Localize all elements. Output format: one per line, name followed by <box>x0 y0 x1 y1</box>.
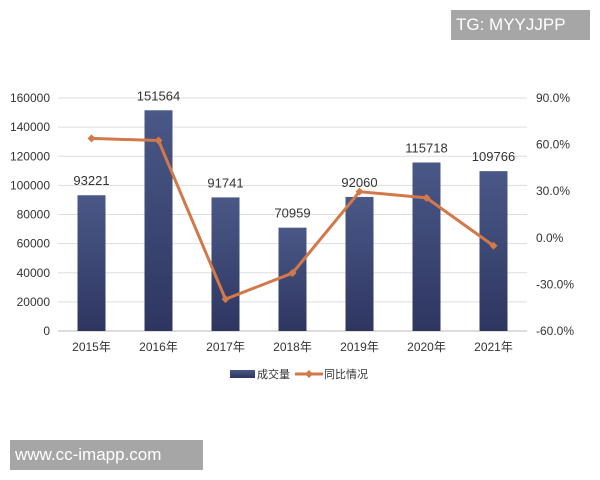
left-tick-label: 160000 <box>10 91 50 105</box>
left-tick-label: 40000 <box>17 266 51 280</box>
left-tick-label: 120000 <box>10 149 50 163</box>
watermark-top: TG: MYYJJPP <box>451 10 590 40</box>
right-tick-label: -30.0% <box>536 277 574 291</box>
bar-value-label: 115718 <box>405 140 447 155</box>
yoy-point <box>87 134 96 143</box>
left-tick-label: 60000 <box>17 237 51 251</box>
bar-value-label: 151564 <box>137 88 180 103</box>
bar <box>211 197 240 331</box>
right-tick-label: 0.0% <box>536 231 564 245</box>
legend-line-label: 同比情况 <box>324 368 368 381</box>
bar-value-label: 91741 <box>207 175 243 190</box>
category-label: 2021年 <box>474 340 513 354</box>
yoy-point <box>355 187 364 196</box>
left-tick-label: 20000 <box>17 295 51 309</box>
category-label: 2018年 <box>273 340 312 354</box>
category-label: 2016年 <box>139 340 178 354</box>
category-label: 2019年 <box>340 340 379 354</box>
yoy-point <box>288 269 297 278</box>
left-tick-label: 80000 <box>17 208 51 222</box>
bar <box>412 162 441 331</box>
yoy-point <box>422 193 431 202</box>
left-tick-label: 100000 <box>10 178 50 192</box>
right-tick-label: 90.0% <box>536 91 570 105</box>
bar <box>278 227 307 331</box>
yoy-point <box>154 136 163 145</box>
bar-value-label: 70959 <box>274 206 310 221</box>
right-tick-label: 60.0% <box>536 138 570 152</box>
legend-bar-label: 成交量 <box>257 367 290 381</box>
bar-value-label: 93221 <box>73 173 109 188</box>
legend-line-marker <box>305 370 313 378</box>
bar <box>479 171 508 331</box>
yoy-point <box>489 241 498 250</box>
bar-value-label: 109766 <box>472 149 515 164</box>
bar <box>345 196 374 331</box>
legend-bar-swatch <box>230 370 255 378</box>
left-tick-label: 140000 <box>10 120 50 134</box>
right-tick-label: 30.0% <box>536 184 570 198</box>
bar <box>144 110 173 331</box>
category-label: 2015年 <box>72 340 111 354</box>
right-tick-label: -60.0% <box>536 324 574 338</box>
yoy-point <box>221 295 230 304</box>
watermark-bottom: www.cc-imapp.com <box>10 440 203 470</box>
category-label: 2020年 <box>407 340 446 354</box>
left-tick-label: 0 <box>43 324 50 338</box>
category-label: 2017年 <box>206 340 245 354</box>
bar-value-label: 92060 <box>341 175 377 190</box>
bar <box>77 195 106 331</box>
